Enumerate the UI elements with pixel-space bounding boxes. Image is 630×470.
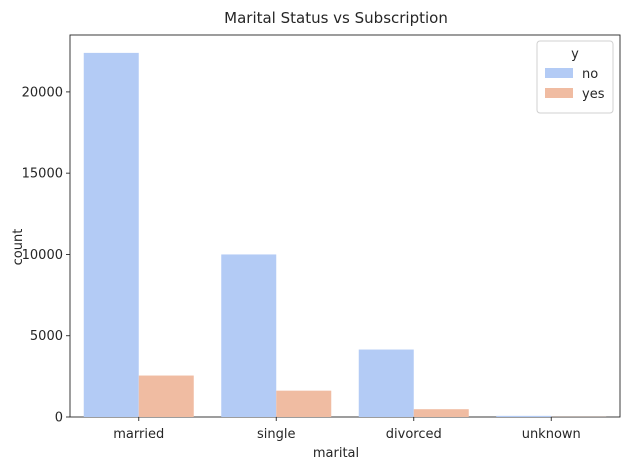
legend-label-yes: yes	[582, 87, 605, 102]
y-tick-label: 15000	[22, 167, 63, 182]
bar-yes-divorced	[413, 409, 469, 417]
bar-yes-married	[138, 375, 194, 417]
bars	[83, 52, 607, 417]
y-tick-label: 0	[55, 411, 63, 426]
y-axis-label: count	[11, 229, 26, 266]
legend-swatch-yes	[545, 88, 573, 98]
bar-yes-single	[276, 390, 332, 417]
y-tick-label: 20000	[22, 85, 63, 100]
x-axis: married single divorced unknown	[113, 417, 581, 442]
bar-no-unknown	[496, 415, 552, 417]
x-tick-label-married: married	[113, 427, 164, 442]
bar-no-single	[221, 254, 277, 417]
legend-title: y	[571, 47, 579, 62]
legend-label-no: no	[582, 67, 598, 82]
bar-no-married	[83, 52, 139, 417]
plot-frame	[69, 34, 621, 418]
x-axis-label: marital	[313, 446, 359, 461]
bar-no-divorced	[358, 349, 414, 417]
x-tick-label-single: single	[257, 427, 296, 442]
legend-swatch-no	[545, 68, 573, 78]
x-tick-label-unknown: unknown	[522, 427, 581, 442]
chart-title: Marital Status vs Subscription	[224, 9, 448, 27]
y-tick-label: 10000	[22, 248, 63, 263]
y-tick-label: 5000	[30, 329, 63, 344]
x-tick-label-divorced: divorced	[386, 427, 442, 442]
legend: yno yes	[536, 40, 614, 114]
y-axis: 0 5000 10000 15000 20000	[22, 85, 70, 426]
plot-area	[69, 34, 621, 418]
